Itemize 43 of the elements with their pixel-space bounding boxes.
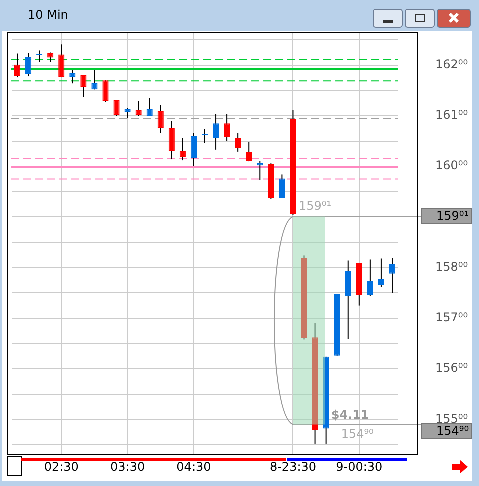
candlestick xyxy=(102,80,109,103)
x-tick-label: 9-00:30 xyxy=(336,460,383,474)
candlestick xyxy=(114,100,120,117)
y-tick-label: 161⁰⁰ xyxy=(435,108,468,122)
y-tick-label: 156⁰⁰ xyxy=(435,361,468,376)
candlestick xyxy=(212,114,220,150)
candlestick xyxy=(14,53,21,78)
candlestick xyxy=(146,98,153,117)
candlestick xyxy=(158,104,164,134)
candlestick xyxy=(92,70,98,90)
candlestick xyxy=(124,108,131,120)
x-tick-label: 8-23:30 xyxy=(270,460,316,474)
annotation: 159⁰¹ xyxy=(299,198,332,213)
candlestick xyxy=(279,174,286,198)
y-tick-label: 160⁰⁰ xyxy=(435,158,468,173)
y-tick-label: 162⁰⁰ xyxy=(435,58,468,72)
candlestick xyxy=(58,44,65,78)
candlestick xyxy=(180,138,186,162)
ref-line-label: 154⁹⁰ xyxy=(436,424,470,438)
candlestick xyxy=(26,52,32,78)
candlestick xyxy=(367,259,374,297)
candlestick xyxy=(345,260,352,340)
candlestick xyxy=(80,75,87,98)
x-tick-label: 02:30 xyxy=(44,460,79,474)
annotation: 154⁹⁰ xyxy=(341,426,374,441)
candlestick xyxy=(48,52,54,63)
candlestick xyxy=(235,132,242,152)
candlestick xyxy=(224,114,230,142)
candlestick xyxy=(190,132,198,167)
x-tick-label: 03:30 xyxy=(110,460,146,474)
y-tick-label: 155⁰⁰ xyxy=(435,412,468,426)
y-tick-label: 157⁰⁰ xyxy=(435,310,468,325)
candlestick xyxy=(389,258,396,294)
ref-line-label: 159⁰¹ xyxy=(436,208,470,223)
candlestick xyxy=(246,142,252,162)
candlestick xyxy=(378,258,384,288)
y-tick-label: 158⁰⁰ xyxy=(435,260,468,274)
x-tick-label: 04:30 xyxy=(176,460,212,474)
candlestick xyxy=(136,100,142,117)
chart-title: 10 Min xyxy=(28,8,68,22)
candlestick xyxy=(70,70,76,84)
candlestick xyxy=(168,120,175,160)
band-label: $4.11 xyxy=(331,408,370,422)
